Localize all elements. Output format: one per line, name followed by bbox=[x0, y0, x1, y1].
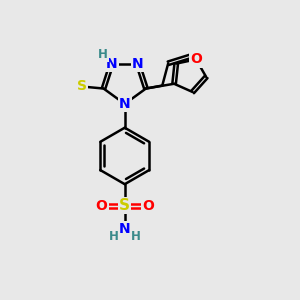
Text: O: O bbox=[142, 199, 154, 213]
Text: N: N bbox=[119, 97, 130, 111]
Text: N: N bbox=[119, 222, 130, 236]
Text: H: H bbox=[109, 230, 118, 243]
Text: O: O bbox=[96, 199, 107, 213]
Text: H: H bbox=[131, 230, 141, 243]
Text: N: N bbox=[132, 57, 144, 70]
Text: O: O bbox=[190, 52, 202, 66]
Text: N: N bbox=[106, 57, 117, 70]
Text: S: S bbox=[77, 79, 87, 93]
Text: H: H bbox=[98, 48, 108, 61]
Text: S: S bbox=[119, 198, 130, 213]
